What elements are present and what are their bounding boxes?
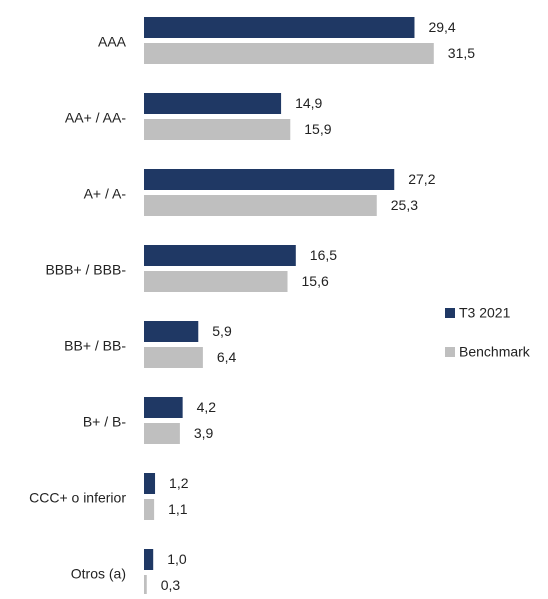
bar [144, 347, 203, 368]
bar [144, 195, 377, 216]
legend-label: Benchmark [459, 344, 531, 360]
value-label: 16,5 [310, 247, 337, 263]
bar [144, 423, 180, 444]
category-label: AAA [98, 34, 127, 50]
value-label: 3,9 [194, 425, 214, 441]
bar [144, 321, 199, 342]
value-label: 25,3 [391, 197, 418, 213]
bar [144, 499, 155, 520]
value-label: 1,2 [169, 475, 189, 491]
value-label: 1,1 [168, 501, 188, 517]
value-label: 31,5 [448, 45, 475, 61]
legend-swatch [445, 308, 455, 318]
value-label: 5,9 [212, 323, 232, 339]
legend-swatch [445, 347, 455, 357]
category-label: B+ / B- [83, 414, 127, 430]
bar [144, 17, 415, 38]
value-label: 14,9 [295, 95, 322, 111]
value-label: 15,9 [304, 121, 331, 137]
category-label: BB+ / BB- [64, 338, 126, 354]
bar [144, 473, 156, 494]
bar [144, 549, 154, 570]
value-label: 4,2 [197, 399, 217, 415]
bar [144, 169, 395, 190]
legend-label: T3 2021 [459, 305, 511, 321]
category-label: AA+ / AA- [65, 110, 126, 126]
category-label: Otros (a) [71, 566, 126, 582]
value-label: 15,6 [302, 273, 329, 289]
value-label: 27,2 [408, 171, 435, 187]
value-label: 6,4 [217, 349, 237, 365]
bar [144, 271, 288, 292]
category-label: BBB+ / BBB- [45, 262, 126, 278]
bar [144, 397, 183, 418]
bar [144, 575, 147, 596]
bar [144, 245, 296, 266]
value-label: 1,0 [167, 551, 187, 567]
bar [144, 119, 291, 140]
category-label: CCC+ o inferior [29, 490, 126, 506]
bar [144, 93, 282, 114]
category-label: A+ / A- [84, 186, 127, 202]
value-label: 0,3 [161, 577, 181, 593]
bar [144, 43, 434, 64]
value-label: 29,4 [428, 19, 455, 35]
